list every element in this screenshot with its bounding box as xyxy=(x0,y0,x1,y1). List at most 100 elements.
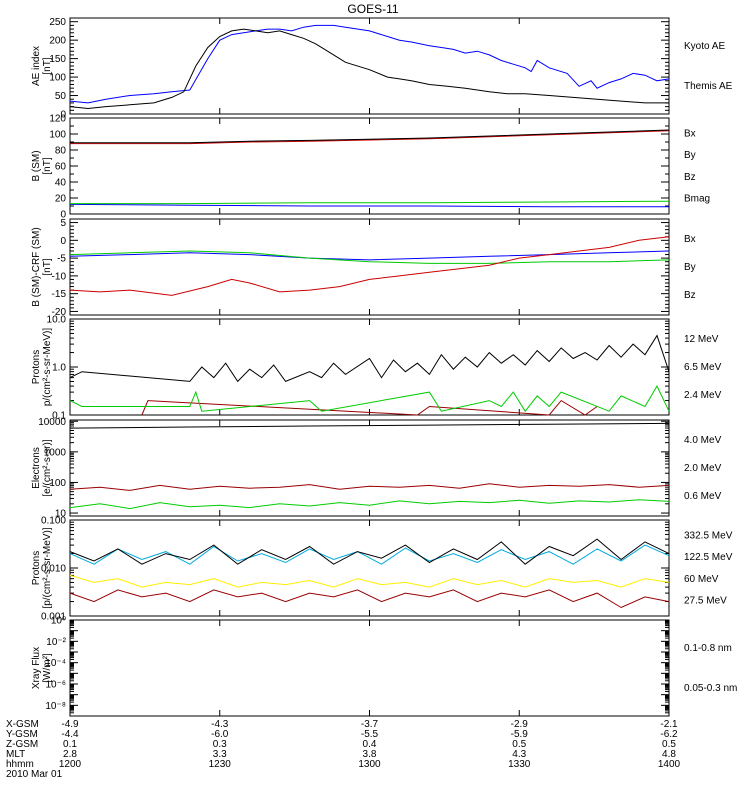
y-tick-label: 10.0 xyxy=(47,315,67,326)
y-tick-label: 10⁻⁸ xyxy=(45,701,66,712)
series-2-0-mev xyxy=(69,499,670,510)
y-tick-label: 0.001 xyxy=(41,612,66,623)
y-axis-label-line: AE index xyxy=(31,46,42,86)
y-axis-label: B (SM)-CRF (SM) [nT] xyxy=(31,227,53,306)
y-tick-label: 100 xyxy=(49,478,66,489)
legend-entry: Bz xyxy=(684,290,696,301)
y-axis-label-line: p/(cm²-s-sr-MeV)] xyxy=(42,328,53,407)
series-by xyxy=(69,250,670,264)
series-kyoto-ae xyxy=(69,24,670,104)
y-tick-label: 10⁻⁴ xyxy=(45,658,66,669)
y-tick-label: 0.1 xyxy=(52,411,66,422)
y-tick-label: 0.010 xyxy=(41,564,66,575)
legend-entry: 4.0 MeV xyxy=(684,435,722,446)
y-tick-label: 60 xyxy=(55,162,67,173)
y-tick-label: 10 xyxy=(55,509,67,520)
x-row-value: 1300 xyxy=(358,759,381,770)
x-row-value: 3.8 xyxy=(363,749,377,760)
x-row-value: 4.3 xyxy=(512,749,526,760)
y-tick-label: 200 xyxy=(49,36,66,47)
y-tick-label: 0 xyxy=(60,110,66,121)
x-row-value: 0.5 xyxy=(662,739,676,750)
series-122-5-mev xyxy=(69,574,670,588)
y-axis-label: AE index [nT] xyxy=(31,46,53,86)
series-bmag xyxy=(70,129,670,144)
series-4-0-mev xyxy=(69,483,670,491)
x-row-value: 0.5 xyxy=(512,739,526,750)
y-axis-label-line: Electrons xyxy=(31,447,42,489)
panel-protons-high: 0.1 1.0 10.0 Protons p/(cm²-s-sr-MeV)] 12 MeV… xyxy=(31,315,722,422)
x-row-value: -4.4 xyxy=(61,729,79,740)
panel-frame xyxy=(69,17,670,115)
series-12-mev xyxy=(141,399,598,416)
x-row-value: -4.3 xyxy=(211,719,229,730)
legend-entry: 0.6 MeV xyxy=(684,491,722,502)
legend-entry: 2.0 MeV xyxy=(684,463,722,474)
chart-title: GOES-11 xyxy=(347,2,398,16)
panel-frame xyxy=(69,419,670,517)
series-bx xyxy=(69,203,669,208)
legend-entry: 12 MeV xyxy=(684,334,719,345)
y-axis-label-line: B (SM) xyxy=(31,150,42,181)
y-tick-label: 100 xyxy=(49,73,66,84)
date-label: 2010 Mar 01 xyxy=(6,769,63,780)
y-tick-label: 0 xyxy=(60,236,66,247)
legend-entry: By xyxy=(684,262,696,273)
y-axis-label-line: [p/(cm²-s-sr-MeV)] xyxy=(42,527,53,608)
y-axis-label-line: Xray Flux xyxy=(31,647,42,689)
x-axis-footer: X-GSM -4.9 -4.3 -3.7 -2.9 -2.1 Y-GSM -4.4 -6.0 -5… xyxy=(6,719,681,780)
y-axis-label-line: B (SM)-CRF (SM) xyxy=(31,227,42,306)
y-axis-label-line: [nT] xyxy=(42,258,53,275)
y-tick-label: 20 xyxy=(55,194,67,205)
y-tick-label: 0 xyxy=(60,210,66,221)
legend-entry: 6.5 MeV xyxy=(684,362,722,373)
x-row-value: 1330 xyxy=(508,759,531,770)
series-27-5-mev xyxy=(69,538,670,565)
legend-entry: 122.5 MeV xyxy=(684,552,733,563)
series-6-5-mev xyxy=(69,385,670,413)
panel-b-minus-crf: -20 -15 -10 -5 0 5 B (SM)-CRF (SM) [nT] Bx By Bz xyxy=(31,218,696,318)
y-tick-label: -5 xyxy=(57,254,66,265)
panel-frame xyxy=(69,519,670,617)
x-row-value: -6.0 xyxy=(211,729,229,740)
legend-entry: 332.5 MeV xyxy=(684,530,733,541)
x-row-value: 2.8 xyxy=(63,749,77,760)
x-row-label: Z-GSM xyxy=(6,739,38,750)
series-bx xyxy=(69,250,670,261)
series-332-5-mev xyxy=(69,589,670,609)
legend-entry: 0.05-0.3 nm xyxy=(684,683,737,694)
x-row-value: -2.1 xyxy=(660,719,678,730)
y-tick-label: 120 xyxy=(49,114,66,125)
series-bz xyxy=(70,130,670,145)
x-row-value: -5.5 xyxy=(361,729,379,740)
x-row-label: X-GSM xyxy=(6,719,39,730)
x-row-value: 1230 xyxy=(209,759,232,770)
x-row-label: MLT xyxy=(6,749,25,760)
y-axis-label: Xray Flux [W/m²] xyxy=(31,647,53,689)
panel-xray: 10⁻⁸ 10⁻⁶ 10⁻⁴ 10⁻² 10⁰ Xray Flux [W/m²] 0.1-0.… xyxy=(31,616,737,717)
y-tick-label: 80 xyxy=(55,146,67,157)
y-tick-label: 40 xyxy=(55,178,67,189)
y-axis-label-line: [W/m²] xyxy=(42,653,53,683)
x-row-value: 0.1 xyxy=(63,739,77,750)
y-axis-label-line: [e/(cm²-s-sr)] xyxy=(42,439,53,496)
y-tick-label: 250 xyxy=(49,17,66,28)
series-themis-ae xyxy=(69,28,669,110)
series-0-6-mev xyxy=(69,422,670,429)
y-axis-label: B (SM) [nT] xyxy=(31,150,53,181)
panel-frame xyxy=(69,218,670,316)
y-axis-label: Protons p/(cm²-s-sr-MeV)] xyxy=(31,328,53,407)
legend-entry: Bx xyxy=(684,234,696,245)
y-tick-label: 10⁻² xyxy=(46,637,66,648)
legend-entry: 2.4 MeV xyxy=(684,390,722,401)
y-tick-label: -20 xyxy=(52,307,67,318)
panel-ae: 0 50 100 150 200 250 AE index [nT] Kyoto AE Themi… xyxy=(31,17,733,120)
x-row-value: 1400 xyxy=(658,759,681,770)
x-row-value: -2.9 xyxy=(511,719,529,730)
y-axis-label-line: [nT] xyxy=(42,157,53,174)
x-row-value: 3.3 xyxy=(213,749,227,760)
y-tick-label: 10⁻⁶ xyxy=(45,680,66,691)
x-row-label: Y-GSM xyxy=(6,729,38,740)
x-row-value: -6.2 xyxy=(660,729,678,740)
